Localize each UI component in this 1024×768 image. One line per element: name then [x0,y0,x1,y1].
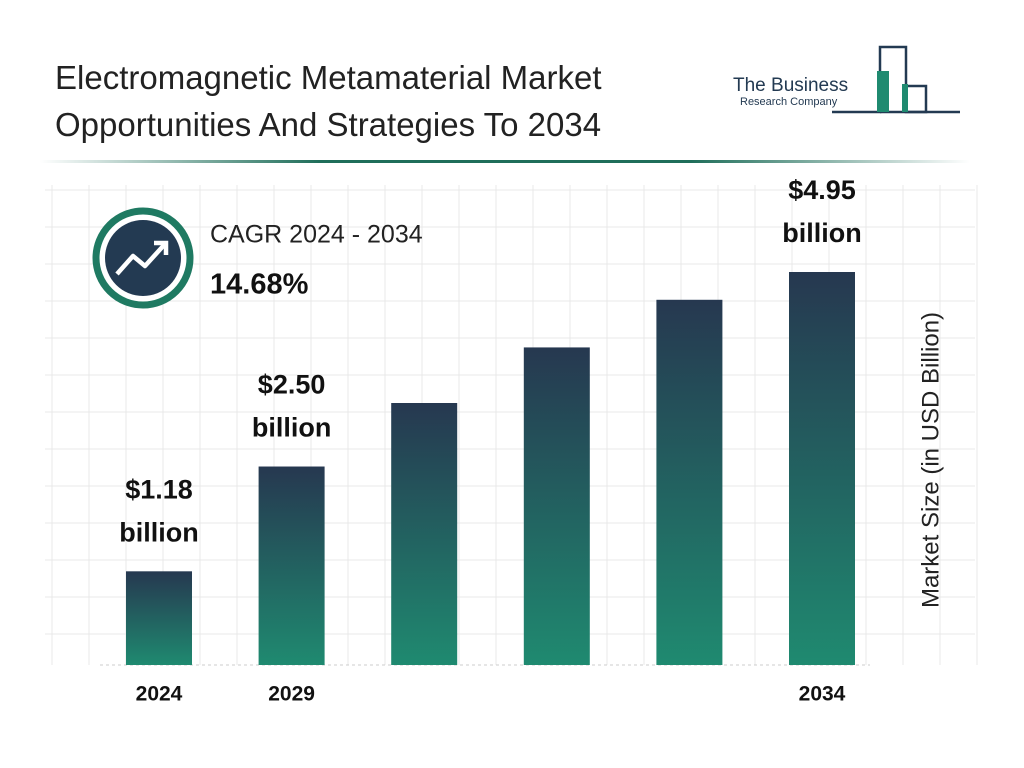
value-label: $1.18 billion [119,474,198,547]
header-rule [40,160,970,163]
logo: The Business Research Company [733,45,960,114]
x-tick-label: 2029 [268,683,315,706]
bar [789,272,855,665]
cagr-value: 14.68% [210,269,309,301]
logo-text: The Business [733,75,848,96]
bar [126,571,192,665]
logo-text: Research Company [740,96,838,108]
bar [258,466,325,665]
title: Electromagnetic Metamaterial Market Oppo… [55,59,602,143]
bar [656,299,723,665]
x-tick-label: 2034 [799,683,846,706]
cagr-label: CAGR 2024 - 2034 [210,221,423,249]
cagr-badge [92,207,194,309]
value-label: $2.50 billion [252,370,331,443]
bar [523,347,590,665]
bar [391,403,458,665]
value-label: $4.95 billion [782,175,861,248]
x-tick-label: 2024 [136,683,183,706]
y-axis-label: Market Size (in USD Billion) [917,312,944,608]
